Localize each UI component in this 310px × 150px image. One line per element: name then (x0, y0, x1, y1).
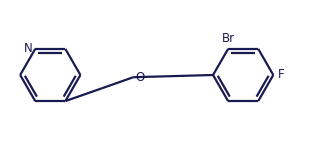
Text: N: N (24, 42, 33, 55)
Text: Br: Br (222, 32, 235, 45)
Text: F: F (278, 69, 284, 81)
Text: O: O (135, 71, 144, 84)
